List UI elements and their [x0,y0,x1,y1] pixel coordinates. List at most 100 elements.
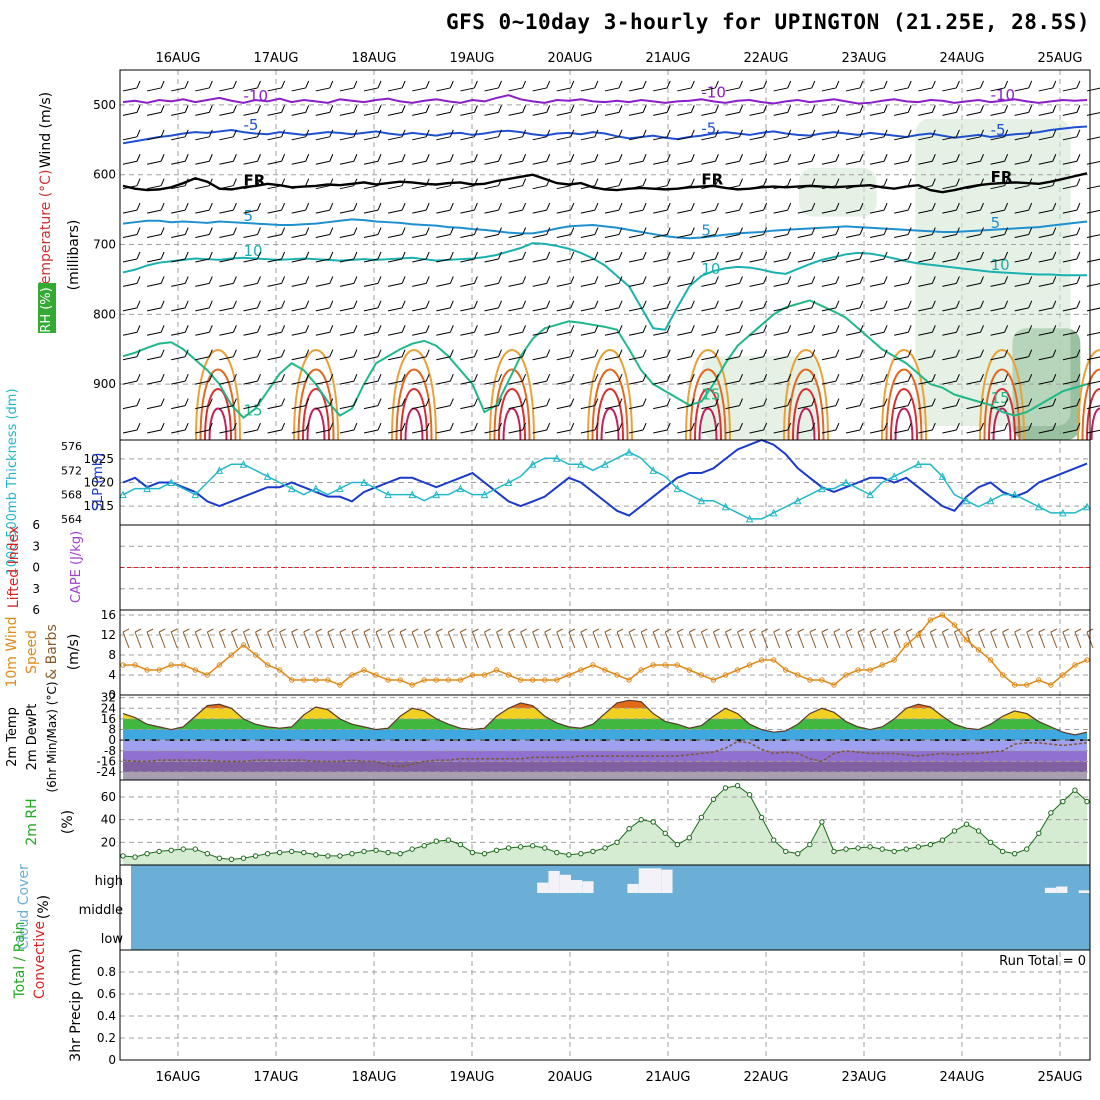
wind-barb [532,154,551,165]
wind-barb [412,105,430,116]
rh2m-marker [602,845,608,851]
wind10m-marker [915,632,921,638]
panel-tick-label: 0.6 [97,987,116,1001]
wind-barb [797,202,816,214]
wind-barb [942,398,960,410]
thickness-marker [239,460,248,468]
wind-barb [267,105,286,116]
wind-barb [845,373,864,385]
wind-barb [725,251,743,263]
wind-barb [845,325,864,336]
wind10m-marker [264,662,271,668]
wind-barb [243,202,261,214]
wind-barb [1038,325,1057,336]
wind-barb [918,300,936,312]
wind-barb [267,80,286,92]
wind-barb [1038,202,1057,214]
wind-barb [628,178,647,190]
wind-barb [845,80,864,92]
wind-barb [725,276,743,287]
wind-barb [508,325,527,336]
wind10m-marker [963,637,970,643]
wind10m-marker [1036,677,1042,683]
wind10m-barb [893,628,901,649]
isotherm-label: 5 [991,214,1001,232]
rh2m-axis-label: 2m RH [24,798,40,845]
wind-barb [460,398,478,410]
wind-barb [725,129,743,141]
wind10m-marker [385,677,391,683]
wind-barb [387,422,406,434]
wind-barb [171,300,189,312]
wind-barb [1014,276,1033,287]
wind-barb [749,349,768,361]
wind10m-marker [566,672,572,678]
date-label-top: 17AUG [253,51,298,66]
wind-barb [195,202,213,214]
wind-barb [942,105,960,116]
thickness-tick-label: 564 [61,513,82,526]
wind10m-barb [532,628,540,649]
rh2m-marker [891,848,897,855]
date-label-bottom: 25AUG [1037,1070,1082,1085]
wind10m-barb [218,628,226,649]
wind10m-barb [652,628,660,649]
wind-barb [1086,185,1100,190]
wind10m-marker [192,667,199,673]
wind10m-marker [855,667,861,673]
date-label-top: 18AUG [351,51,396,66]
wind-barb [653,227,671,239]
rh2m-marker [734,782,741,789]
thickness-marker [673,484,682,493]
panel-tick-label: 0.4 [97,1009,116,1023]
wind-barb [773,202,792,214]
wind-barb [339,129,358,141]
wind-barb [773,129,792,141]
wind-barb [869,129,888,141]
wind-barb [1086,331,1100,336]
wind-barb [171,80,189,92]
wind-barb [1014,398,1033,410]
wind-barb [171,373,189,385]
rh2m-unit-label: (%) [60,810,76,834]
wind10m-barb [134,628,142,649]
wind10m-barb [279,628,287,649]
wind-barb [315,178,334,190]
wind-barb [869,178,888,190]
wind-barb [1062,202,1081,214]
surface-isotherm-loop [293,349,339,441]
wind-barb [990,80,1009,92]
wind-barb [267,422,286,434]
wind-barb [628,373,647,385]
wind-barb [628,227,647,239]
high-cloud-gap [1044,887,1057,893]
surface-isotherm-loop [792,388,820,441]
rh2m-marker [144,850,150,857]
wind-barb [363,105,382,116]
wind-barb [315,129,334,141]
wind-barb [291,373,310,385]
thickness-marker [167,478,176,486]
rh2m-marker [1024,846,1030,852]
rh2m-marker [361,848,367,855]
wind10m-marker [469,672,476,678]
wind-barb [122,178,141,190]
wind-barb [604,276,623,287]
wind-barb [315,373,334,385]
wind-barb [363,154,382,165]
wind-barb [628,80,647,92]
wind-barb [243,276,261,287]
wind10m-marker [578,667,584,673]
wind-barb [219,300,237,312]
wind-barb [1038,349,1057,361]
wind-barb [122,373,141,385]
wind-barb [701,154,719,165]
wind-barb [339,276,358,287]
panel-tick-label: 60 [101,790,116,804]
wind10m-barb [399,628,407,649]
wind-barb [243,178,261,190]
wind-barb [171,202,189,214]
wind-barb [267,325,286,336]
wind-barb [484,325,502,336]
wind-barb [918,227,936,239]
